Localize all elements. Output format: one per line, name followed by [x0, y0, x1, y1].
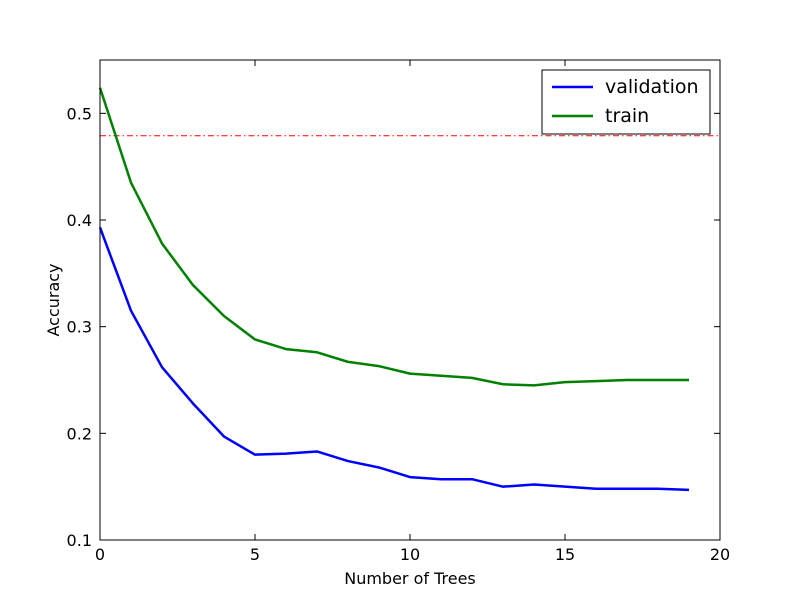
series-line-validation — [98, 227, 690, 492]
y-axis-label: Accuracy — [44, 263, 63, 336]
x-tick-label: 10 — [400, 545, 420, 564]
series-line-train — [98, 87, 689, 387]
x-tick-label: 5 — [250, 545, 260, 564]
x-axis-label: Number of Trees — [344, 569, 476, 588]
legend-validation-label: validation — [605, 76, 699, 98]
x-tick-label: 0 — [95, 545, 105, 564]
y-tick-label: 0.4 — [67, 211, 92, 230]
x-tick-label: 20 — [710, 545, 730, 564]
x-tick-label: 15 — [555, 545, 575, 564]
y-tick-label: 0.3 — [67, 318, 92, 337]
x-axis-ticks: 0 5 10 15 20 — [95, 60, 730, 564]
series-group — [98, 87, 690, 492]
legend-box — [541, 69, 711, 135]
y-tick-label: 0.1 — [67, 531, 92, 550]
y-tick-label: 0.2 — [67, 424, 92, 443]
y-tick-label: 0.5 — [67, 104, 92, 123]
legend: validation train — [541, 69, 711, 135]
y-axis-ticks: 0.1 0.2 0.3 0.4 0.5 — [67, 104, 720, 550]
plot-area — [100, 60, 720, 540]
legend-train-label: train — [605, 105, 649, 127]
